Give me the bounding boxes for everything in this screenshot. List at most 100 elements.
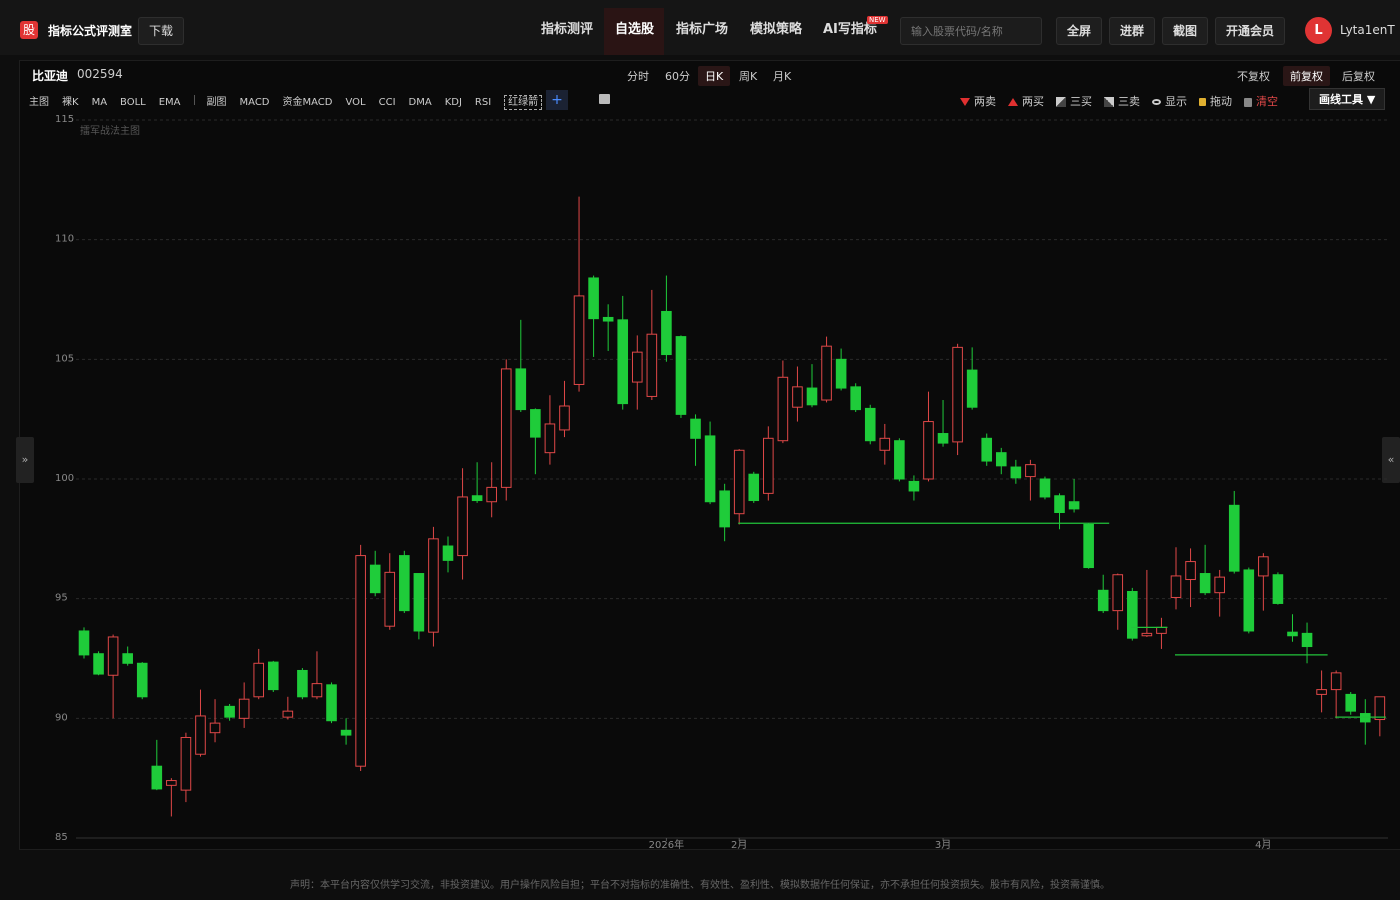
candle-body <box>1228 504 1240 572</box>
indicator[interactable]: KDJ <box>444 97 462 108</box>
candle-body <box>224 705 235 718</box>
candle-body <box>806 387 818 406</box>
app-name: 指标公式评测室 <box>48 24 133 38</box>
candle-body <box>1199 573 1211 594</box>
indicator[interactable]: EMA <box>158 97 181 108</box>
nav-item[interactable]: 指标测评 <box>541 22 594 37</box>
candle-body <box>195 715 206 755</box>
candle-body <box>617 319 629 405</box>
candle-body <box>821 345 832 401</box>
candle-body <box>923 421 934 480</box>
indicator[interactable]: 主图 <box>29 97 49 108</box>
indicator[interactable]: DMA <box>408 97 432 108</box>
candle-body <box>486 486 497 503</box>
period[interactable]: 月K <box>773 70 792 83</box>
avatar[interactable]: L <box>1305 17 1332 44</box>
x-tick-label: 3月 <box>935 839 951 851</box>
candle-body <box>78 630 90 656</box>
nav-item[interactable]: 模拟策略 <box>750 22 803 37</box>
candle-body <box>719 490 730 528</box>
tool[interactable]: 两买 <box>1022 95 1044 108</box>
adjust[interactable]: 后复权 <box>1342 70 1375 83</box>
indicator[interactable]: 裸K <box>62 97 79 108</box>
candle-body <box>894 440 905 480</box>
y-tick-label: 115 <box>55 114 74 125</box>
candle-body <box>966 369 978 408</box>
adjust[interactable]: 前复权 <box>1283 66 1330 86</box>
y-tick-label: 85 <box>55 832 68 843</box>
tool[interactable]: 三买 <box>1070 95 1092 108</box>
candle-body <box>952 346 963 443</box>
button[interactable]: 进群 <box>1109 17 1156 45</box>
candle-body <box>442 545 454 561</box>
save-icon[interactable] <box>599 94 610 104</box>
period[interactable]: 分时 <box>627 70 649 83</box>
top-bar: 股 指标公式评测室 下载 指标测评 自选股 指标广场 模拟策略 AI写指标 NE… <box>0 0 1400 55</box>
nav-item[interactable]: AI写指标 <box>823 22 877 37</box>
nav-item[interactable]: 指标广场 <box>676 22 729 37</box>
button[interactable]: 全屏 <box>1056 17 1103 45</box>
period[interactable]: 日K <box>698 66 731 86</box>
separator <box>193 95 195 105</box>
indicator[interactable]: CCI <box>378 97 396 108</box>
candle-body <box>457 496 468 557</box>
candle-body <box>399 555 410 612</box>
indicator[interactable]: 副图 <box>206 97 227 108</box>
candle-body <box>384 571 396 627</box>
tool-icon <box>1244 97 1252 107</box>
indicator[interactable]: 红绿箭 <box>504 95 543 110</box>
candle-body <box>1112 574 1124 612</box>
adjust[interactable]: 不复权 <box>1237 70 1270 83</box>
period[interactable]: 60分 <box>665 70 690 83</box>
candle-body <box>1025 464 1036 478</box>
tool[interactable]: 清空 <box>1256 95 1278 108</box>
indicator[interactable]: MACD <box>239 97 270 108</box>
candle-body <box>937 433 949 444</box>
drawing-tool[interactable]: 画线工具 ▼ <box>1309 88 1386 110</box>
candle-body <box>544 423 556 454</box>
candle-body <box>631 351 643 383</box>
candle-body <box>1330 672 1342 691</box>
tool-bar: 两卖 两买 三买 三卖 显示 拖动 清空 <box>960 93 1290 109</box>
watermark: 擂军战法主图 <box>80 126 140 137</box>
download[interactable]: 下载 <box>138 17 185 45</box>
candle-body <box>1345 693 1357 712</box>
candle-body <box>559 405 570 431</box>
tool-icon <box>960 98 970 106</box>
tool[interactable]: 显示 <box>1165 95 1187 108</box>
candle-body <box>413 573 425 632</box>
tool[interactable]: 三卖 <box>1118 95 1140 108</box>
disclaimer: 声明：本平台内容仅供学习交流，非投资建议。用户操作风险自担；平台不对指标的准确性… <box>290 880 1110 891</box>
side-handle[interactable]: « <box>1382 437 1400 483</box>
candle-body <box>180 736 192 791</box>
side-handle[interactable]: » <box>16 437 34 483</box>
indicator[interactable]: 资金MACD <box>282 97 333 108</box>
search-box[interactable] <box>900 17 1042 45</box>
candle-body <box>733 449 745 515</box>
nav-item[interactable]: 自选股 <box>615 22 655 37</box>
candle-body <box>311 683 323 698</box>
tool[interactable]: 两卖 <box>974 95 996 108</box>
candle-body <box>1272 574 1284 604</box>
candle-body <box>297 669 308 698</box>
candle-body <box>602 316 614 322</box>
indicator[interactable]: MA <box>91 97 108 108</box>
button[interactable]: 开通会员 <box>1215 17 1286 45</box>
candle-body <box>253 662 265 698</box>
button[interactable]: 截图 <box>1162 17 1209 45</box>
stock-name: 比亚迪 <box>32 69 69 83</box>
add-button[interactable]: + <box>546 90 568 110</box>
candle-body <box>122 653 133 664</box>
indicator[interactable]: RSI <box>474 97 492 108</box>
candle-body <box>1054 495 1065 514</box>
indicator[interactable]: VOL <box>345 97 366 108</box>
period[interactable]: 周K <box>739 70 758 83</box>
candle-body <box>282 710 294 718</box>
candle-body <box>1010 466 1022 479</box>
indicator[interactable]: BOLL <box>120 97 146 108</box>
tool[interactable]: 拖动 <box>1210 95 1232 108</box>
y-tick-label: 105 <box>55 353 74 364</box>
candle-body <box>588 277 599 320</box>
logo: 股 <box>20 21 38 39</box>
candle-body <box>908 480 920 492</box>
